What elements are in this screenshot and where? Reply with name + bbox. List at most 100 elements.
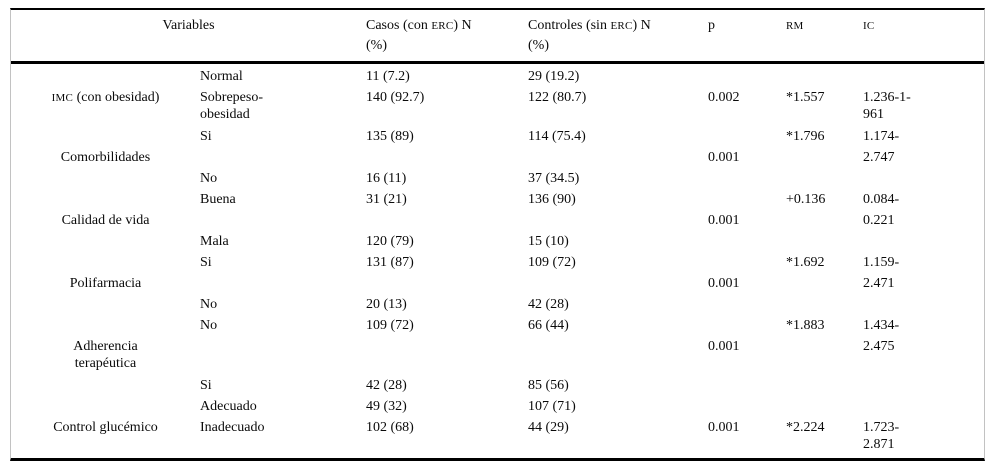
cell-ic-value: 2.471 (863, 276, 895, 291)
cell-ic-value: 961 (863, 107, 884, 122)
cell-variable-group: Polifarmacia (69, 276, 142, 291)
cell-category: Buena (200, 192, 236, 207)
cell-rm-value: +0.136 (786, 192, 826, 207)
cell-controles-value: 85 (56) (528, 378, 569, 393)
cell-ic-value (863, 375, 984, 396)
cell-category (200, 336, 366, 357)
cell-controles-value (528, 357, 708, 375)
cell-ic-value: 1.236-1- (863, 90, 911, 105)
cell-category: Si (200, 129, 212, 144)
cell-casos-value (366, 273, 528, 294)
cell-rm-value (786, 336, 863, 357)
cell-ic-value (863, 357, 984, 375)
cell-casos-value: 20 (13) (366, 297, 407, 312)
cell-p-value: 0.001 (708, 339, 740, 354)
cell-category: No (200, 318, 218, 333)
table-row: terapéutica (11, 357, 984, 375)
cell-casos-value: 102 (68) (366, 420, 414, 435)
col-header-controles: Controles (sin ERC) N (%) (528, 16, 708, 56)
cell-category (200, 210, 366, 231)
table-header-row: Variables Casos (con ERC) N (%) Controle… (11, 10, 984, 64)
cell-category: obesidad (200, 107, 250, 122)
cell-rm-value (786, 396, 863, 417)
cell-p-value (708, 357, 786, 375)
col-header-p: p (708, 18, 715, 33)
cell-casos-value (366, 147, 528, 168)
cell-p-value: 0.002 (708, 90, 740, 105)
cell-p-value (708, 126, 786, 147)
cell-p-value (708, 315, 786, 336)
cell-variable-group: Control glucémico (53, 420, 158, 435)
cell-rm-value: *1.883 (786, 318, 825, 333)
cell-controles-value (528, 336, 708, 357)
cell-category: Adecuado (200, 399, 257, 414)
cell-rm-value: *1.796 (786, 129, 825, 144)
col-header-casos-line2: (%) (366, 38, 387, 53)
table-row: No 109 (72) 66 (44) *1.883 1.434- (11, 315, 984, 336)
small-caps-text: ERC (610, 20, 633, 32)
cell-casos-value (366, 210, 528, 231)
cell-ic-value (863, 294, 984, 315)
table-row: Normal 11 (7.2) 29 (19.2) (11, 66, 984, 87)
cell-p-value: 0.001 (708, 276, 740, 291)
table-row: Comorbilidades 0.001 2.747 (11, 147, 984, 168)
table-row: Si 135 (89) 114 (75.4) *1.796 1.174- (11, 126, 984, 147)
cell-p-value (708, 231, 786, 252)
table-row: IMC (con obesidad) Sobrepeso- 140 (92.7)… (11, 87, 984, 108)
cell-variable-group (11, 126, 200, 147)
cell-variable-group: Calidad de vida (61, 213, 150, 228)
cell-category: No (200, 171, 218, 186)
cell-rm-value: *1.557 (786, 90, 825, 105)
cell-casos-value: 49 (32) (366, 399, 407, 414)
table-row: Control glucémico Inadecuado 102 (68) 44… (11, 417, 984, 438)
table-row: Buena 31 (21) 136 (90) +0.136 0.084- (11, 189, 984, 210)
cell-controles-value: 109 (72) (528, 255, 576, 270)
cell-p-value (708, 252, 786, 273)
cell-ic-value: 0.221 (863, 213, 895, 228)
cell-category: Normal (200, 69, 243, 84)
cell-variable-group (11, 396, 200, 417)
cell-rm-value: *1.692 (786, 255, 825, 270)
cell-casos-value: 131 (87) (366, 255, 414, 270)
cell-controles-value: 15 (10) (528, 234, 569, 249)
cell-variable-group (11, 315, 200, 336)
cell-casos-value: 120 (79) (366, 234, 414, 249)
cell-variable-group (11, 108, 200, 126)
cell-category (200, 273, 366, 294)
cell-rm-value (786, 357, 863, 375)
cell-controles-value (528, 273, 708, 294)
table-row: 2.871 (11, 438, 984, 456)
cell-category: Si (200, 378, 212, 393)
cell-variable-group (11, 252, 200, 273)
table-row: Adecuado 49 (32) 107 (71) (11, 396, 984, 417)
col-header-casos-line1: Casos (con ERC) N (366, 18, 472, 33)
cell-p-value (708, 168, 786, 189)
cell-casos-value: 31 (21) (366, 192, 407, 207)
col-header-rm: RM (786, 16, 863, 56)
cell-controles-value (528, 108, 708, 126)
table-row: No 16 (11) 37 (34.5) (11, 168, 984, 189)
cell-variable-group (11, 189, 200, 210)
cell-ic-value: 2.871 (863, 437, 895, 452)
cell-rm-value (786, 294, 863, 315)
results-table: Variables Casos (con ERC) N (%) Controle… (10, 8, 985, 461)
cell-category: Mala (200, 234, 229, 249)
table-row: Adherencia 0.001 2.475 (11, 336, 984, 357)
cell-controles-value: 136 (90) (528, 192, 576, 207)
cell-category (200, 438, 366, 456)
cell-variable-group: Adherencia (73, 339, 138, 354)
small-caps-text: ERC (431, 20, 454, 32)
cell-rm-value (786, 375, 863, 396)
table-body: Normal 11 (7.2) 29 (19.2) IMC (con obesi… (11, 64, 984, 458)
col-header-controles-line2: (%) (528, 38, 549, 53)
small-caps-text: IMC (51, 92, 74, 104)
cell-variable-group (11, 438, 200, 456)
cell-rm-value (786, 108, 863, 126)
cell-category: Sobrepeso- (200, 90, 263, 105)
cell-p-value: 0.001 (708, 213, 740, 228)
cell-ic-value: 1.174- (863, 129, 900, 144)
cell-rm-value: *2.224 (786, 420, 825, 435)
cell-category: Si (200, 255, 212, 270)
cell-controles-value: 107 (71) (528, 399, 576, 414)
